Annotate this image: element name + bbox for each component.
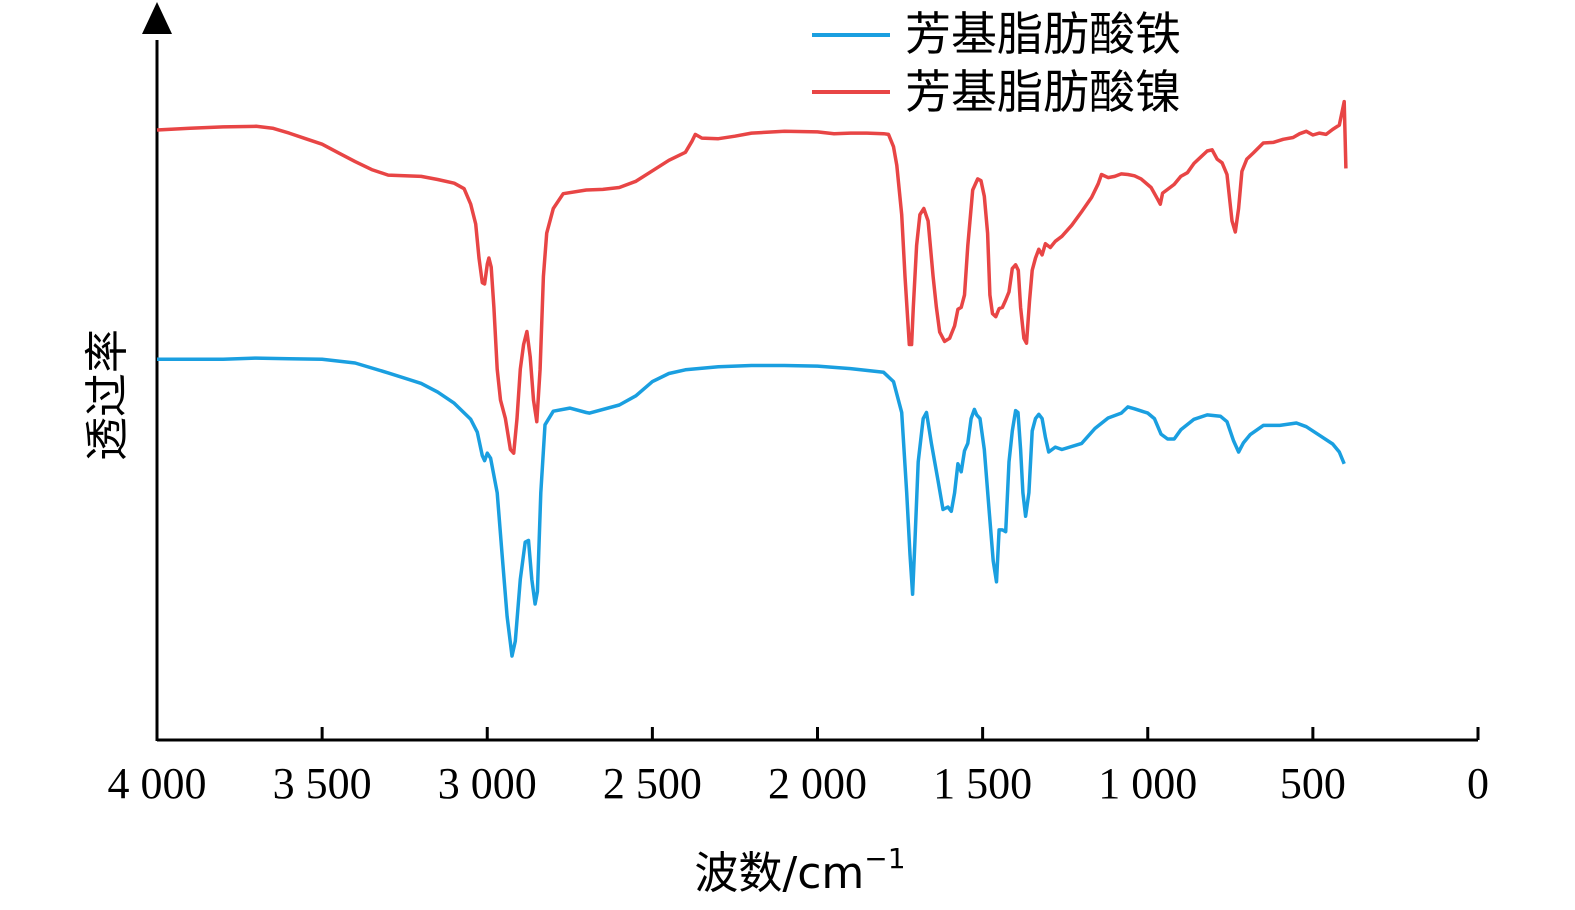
legend-label-nickel: 芳基脂肪酸镍 bbox=[905, 65, 1181, 119]
series-line-iron bbox=[157, 356, 1346, 658]
y-axis-title: 透过率 bbox=[82, 329, 133, 461]
legend-label-iron: 芳基脂肪酸铁 bbox=[905, 7, 1181, 61]
series-line-nickel bbox=[156, 99, 1348, 455]
x-axis-tick-labels: 4 000 3 500 3 000 2 500 2 000 1 500 1 000 500 0 bbox=[108, 759, 1490, 808]
x-tick-label: 2 000 bbox=[768, 759, 867, 808]
y-axis-arrow-icon bbox=[142, 2, 172, 34]
x-axis-ticks bbox=[155, 727, 1480, 740]
x-tick-label: 3 000 bbox=[438, 759, 537, 808]
series-lines bbox=[156, 99, 1348, 658]
x-tick-label: 500 bbox=[1280, 759, 1346, 808]
legend: 芳基脂肪酸铁 芳基脂肪酸镍 bbox=[812, 7, 1181, 119]
x-axis-title-superscript: −1 bbox=[864, 842, 905, 875]
x-tick-label: 2 500 bbox=[603, 759, 702, 808]
x-axis-title-main: 波数/cm bbox=[694, 848, 864, 899]
x-tick-label: 4 000 bbox=[108, 759, 207, 808]
x-tick-label: 1 500 bbox=[933, 759, 1032, 808]
x-tick-label: 3 500 bbox=[273, 759, 372, 808]
x-tick-label: 1 000 bbox=[1098, 759, 1197, 808]
x-axis-title: 波数/cm−1 bbox=[694, 842, 905, 899]
x-tick-label: 0 bbox=[1467, 759, 1489, 808]
